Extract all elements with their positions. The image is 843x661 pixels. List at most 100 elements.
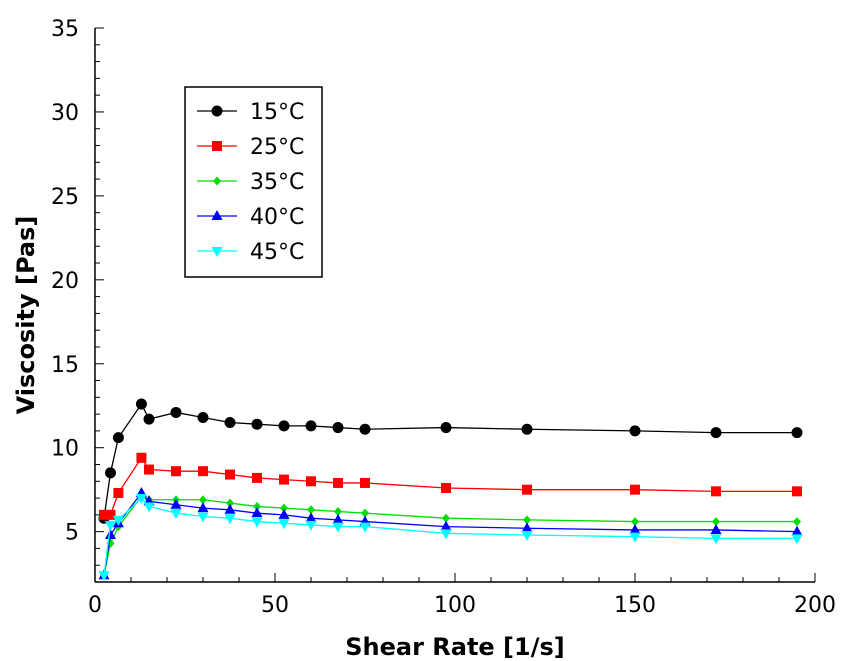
data-point-0-13 — [440, 422, 452, 434]
data-point-1-2 — [113, 488, 124, 499]
data-point-3-6 — [197, 502, 209, 513]
data-point-3-8 — [251, 507, 263, 518]
x-tick-label: 150 — [614, 593, 656, 618]
data-point-0-6 — [197, 411, 209, 423]
y-tick-label: 15 — [51, 353, 79, 378]
data-point-4-16 — [710, 534, 722, 545]
data-point-0-1 — [104, 467, 116, 479]
y-tick-label: 25 — [51, 185, 79, 210]
y-tick-label: 10 — [51, 437, 79, 462]
data-point-2-17 — [793, 517, 801, 527]
data-point-0-3 — [135, 398, 147, 410]
data-point-0-11 — [332, 422, 344, 434]
data-point-0-12 — [359, 423, 371, 435]
legend-label-1: 25°C — [250, 135, 304, 160]
data-point-3-11 — [332, 513, 344, 524]
y-tick-label: 35 — [51, 17, 79, 42]
data-point-3-14 — [521, 522, 533, 533]
data-point-2-13 — [442, 513, 450, 523]
y-tick-label: 5 — [65, 521, 79, 546]
data-point-2-15 — [631, 517, 639, 527]
legend-entry-3: 40°C — [197, 205, 304, 230]
data-point-4-1 — [104, 520, 116, 531]
data-point-3-16 — [710, 523, 722, 534]
data-point-4-15 — [629, 532, 641, 543]
data-point-0-10 — [305, 420, 317, 432]
data-point-3-9 — [278, 508, 290, 519]
data-point-1-15 — [630, 484, 640, 495]
legend-entry-1: 25°C — [197, 135, 304, 160]
data-point-1-13 — [441, 482, 451, 493]
data-point-1-7 — [225, 469, 235, 480]
legend-marker-0 — [211, 105, 223, 117]
data-point-0-7 — [224, 417, 236, 429]
series-2 — [100, 491, 801, 580]
data-point-4-2 — [112, 515, 124, 526]
series-line-1 — [104, 456, 797, 516]
axes: 0 50 100 150 200 5 10 15 20 25 30 35 — [51, 17, 836, 618]
data-point-0-4 — [143, 413, 155, 425]
data-point-0-16 — [710, 427, 722, 439]
data-point-2-14 — [523, 515, 531, 525]
series-line-4 — [103, 497, 797, 576]
data-point-4-3 — [135, 494, 147, 505]
data-point-2-6 — [199, 495, 207, 505]
plot-lines — [98, 398, 803, 582]
data-point-4-8 — [251, 517, 263, 528]
data-point-0-14 — [521, 423, 533, 435]
data-point-0-9 — [278, 420, 290, 432]
data-point-4-10 — [305, 520, 317, 531]
x-tick-label: 0 — [88, 593, 102, 618]
data-point-1-9 — [279, 474, 289, 485]
data-point-0-2 — [112, 432, 124, 444]
data-point-3-17 — [791, 525, 803, 536]
legend-label-3: 40°C — [250, 205, 304, 230]
data-point-1-8 — [252, 472, 262, 483]
legend-marker-3 — [211, 210, 223, 220]
data-point-0-8 — [251, 418, 263, 430]
data-point-4-7 — [224, 514, 236, 525]
legend-label-2: 35°C — [250, 170, 304, 195]
data-point-1-12 — [360, 477, 370, 488]
legend-box — [184, 86, 323, 278]
data-point-0-17 — [791, 427, 803, 439]
data-point-2-16 — [712, 517, 720, 527]
data-point-4-6 — [197, 512, 209, 523]
legend-marker-1 — [212, 141, 222, 151]
data-point-1-16 — [711, 486, 721, 497]
legend-label-0: 15°C — [250, 100, 304, 125]
legend-entry-0: 15°C — [197, 100, 304, 125]
data-point-4-13 — [440, 529, 452, 540]
y-tick-label: 30 — [51, 101, 79, 126]
series-line-0 — [103, 402, 797, 519]
y-tick-label: 20 — [51, 269, 79, 294]
x-tick-label: 100 — [434, 593, 476, 618]
x-tick-label: 200 — [794, 593, 836, 618]
data-point-2-10 — [307, 505, 315, 515]
legend-marker-2 — [213, 176, 221, 186]
data-point-3-7 — [224, 503, 236, 514]
data-point-2-11 — [334, 506, 342, 516]
data-point-1-1 — [105, 509, 116, 520]
data-point-4-11 — [332, 522, 344, 533]
data-point-1-17 — [792, 486, 802, 497]
data-point-1-3 — [136, 452, 147, 463]
data-point-4-5 — [170, 509, 182, 520]
series-1 — [99, 452, 802, 520]
data-point-2-9 — [280, 503, 288, 513]
legend-label-4: 45°C — [250, 240, 304, 265]
data-point-3-13 — [440, 520, 452, 531]
legend: 15°C 25°C 35°C 40°C 45°C — [184, 86, 323, 278]
data-point-1-5 — [171, 466, 181, 477]
data-point-3-1 — [104, 528, 116, 539]
data-point-0-5 — [170, 406, 182, 418]
legend-marker-4 — [211, 247, 223, 257]
series-line-3 — [103, 492, 798, 576]
x-axis-title: Shear Rate [1/s] — [345, 633, 565, 661]
data-point-3-10 — [305, 512, 317, 523]
data-point-3-15 — [629, 523, 641, 534]
data-point-1-11 — [333, 477, 343, 488]
data-point-4-0 — [98, 571, 110, 582]
data-point-1-10 — [306, 476, 316, 487]
